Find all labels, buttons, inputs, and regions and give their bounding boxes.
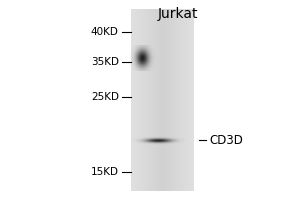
- Text: 35KD: 35KD: [91, 57, 119, 67]
- Text: 40KD: 40KD: [91, 27, 119, 37]
- Text: 25KD: 25KD: [91, 92, 119, 102]
- Text: 15KD: 15KD: [91, 167, 119, 177]
- Text: CD3D: CD3D: [209, 134, 243, 147]
- Text: Jurkat: Jurkat: [158, 7, 199, 21]
